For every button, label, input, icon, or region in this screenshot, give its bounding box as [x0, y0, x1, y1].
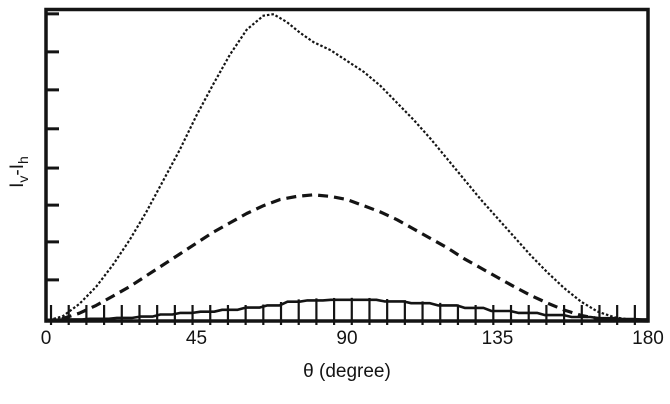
x-tick-label-180: 180: [632, 328, 664, 349]
x-tick-label-90: 90: [336, 328, 358, 349]
y-axis-title: Iv-Ih: [7, 156, 31, 188]
x-tick-label-0: 0: [40, 328, 52, 349]
solid-curve: [46, 298, 648, 322]
y-axis-title-sub-v: v: [14, 175, 31, 183]
y-axis-title-i2: I: [7, 163, 29, 170]
x-axis-title: θ (degree): [303, 361, 391, 383]
y-axis-title-sub-h: h: [14, 156, 31, 164]
x-tick-label-135: 135: [481, 328, 514, 349]
x-axis-title-text: θ (degree): [303, 361, 391, 382]
y-axis-title-i1: I: [7, 182, 29, 188]
dotted-curve: [44, 13, 650, 323]
x-tick-label-45: 45: [185, 328, 208, 349]
dashed-curve: [45, 193, 649, 323]
plot-frame: [44, 7, 650, 323]
y-axis-title-minus: -: [7, 169, 29, 176]
